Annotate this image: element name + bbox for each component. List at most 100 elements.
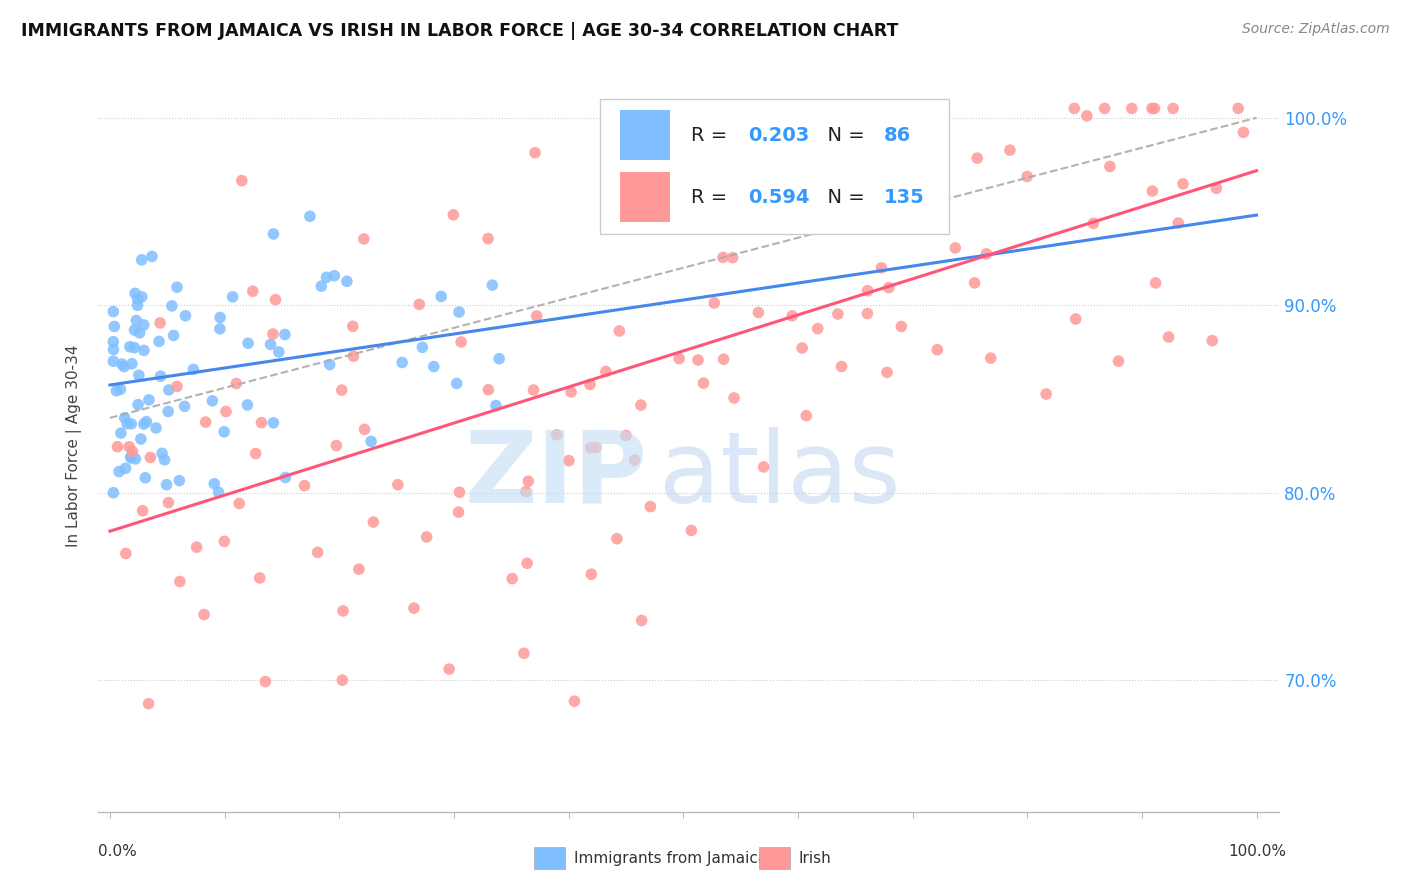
- Point: [1227, 102, 1250, 116]
- Point: [311, 279, 333, 293]
- Point: [114, 461, 136, 475]
- Point: [522, 383, 544, 397]
- Point: [124, 286, 146, 301]
- Point: [501, 572, 523, 586]
- FancyBboxPatch shape: [600, 99, 949, 234]
- Point: [169, 574, 191, 589]
- Point: [131, 252, 153, 267]
- Point: [128, 326, 150, 340]
- Point: [630, 614, 652, 628]
- Point: [294, 478, 316, 492]
- Point: [149, 316, 172, 330]
- Point: [274, 327, 297, 342]
- Point: [132, 318, 155, 332]
- Point: [202, 476, 225, 491]
- Point: [560, 384, 582, 399]
- Point: [976, 247, 998, 261]
- Point: [132, 417, 155, 431]
- Point: [363, 515, 385, 529]
- Point: [831, 359, 853, 374]
- Point: [121, 357, 143, 371]
- Point: [267, 345, 290, 359]
- Point: [325, 438, 347, 452]
- Point: [315, 270, 337, 285]
- Point: [139, 450, 162, 465]
- Text: N =: N =: [815, 126, 865, 145]
- Point: [131, 504, 153, 518]
- Point: [125, 313, 148, 327]
- Point: [323, 268, 346, 283]
- Point: [1161, 102, 1184, 116]
- Point: [274, 470, 297, 484]
- Point: [1017, 169, 1039, 184]
- Point: [446, 376, 468, 391]
- Point: [1143, 102, 1166, 116]
- Point: [477, 231, 499, 245]
- Point: [173, 400, 195, 414]
- Point: [169, 474, 191, 488]
- Text: Immigrants from Jamaica: Immigrants from Jamaica: [574, 851, 766, 865]
- Point: [110, 426, 132, 441]
- Point: [342, 349, 364, 363]
- Point: [221, 290, 243, 304]
- Point: [1063, 102, 1085, 116]
- Point: [1205, 181, 1227, 195]
- Point: [640, 500, 662, 514]
- Point: [786, 102, 808, 116]
- Point: [1157, 330, 1180, 344]
- Point: [630, 398, 652, 412]
- Point: [780, 309, 803, 323]
- Point: [114, 410, 136, 425]
- Point: [595, 365, 617, 379]
- Point: [966, 151, 988, 165]
- Point: [980, 351, 1002, 365]
- Point: [124, 451, 146, 466]
- Point: [107, 440, 129, 454]
- Point: [516, 556, 538, 570]
- Point: [157, 383, 180, 397]
- Point: [915, 102, 938, 116]
- Text: Irish: Irish: [799, 851, 831, 865]
- Point: [124, 323, 146, 337]
- Point: [564, 694, 586, 708]
- Point: [824, 150, 846, 164]
- Point: [411, 340, 433, 354]
- Point: [686, 353, 709, 368]
- Point: [194, 415, 217, 429]
- Text: 135: 135: [884, 188, 925, 207]
- Text: R =: R =: [692, 188, 734, 207]
- Point: [711, 251, 734, 265]
- Point: [614, 428, 637, 442]
- Point: [105, 384, 128, 398]
- Point: [1171, 177, 1194, 191]
- Point: [134, 471, 156, 485]
- Point: [120, 417, 142, 431]
- Point: [1232, 125, 1254, 139]
- Point: [112, 359, 135, 374]
- Text: 0.203: 0.203: [748, 126, 810, 145]
- Point: [298, 209, 321, 223]
- Point: [437, 662, 460, 676]
- Point: [856, 306, 879, 320]
- Point: [877, 141, 900, 155]
- Text: 86: 86: [884, 126, 911, 145]
- Point: [449, 485, 471, 500]
- Point: [149, 369, 172, 384]
- Point: [231, 173, 253, 187]
- Point: [127, 298, 149, 312]
- Point: [118, 340, 141, 354]
- Point: [103, 334, 125, 349]
- Point: [120, 450, 142, 464]
- Point: [259, 337, 281, 351]
- Point: [128, 368, 150, 383]
- Point: [1167, 216, 1189, 230]
- Point: [103, 304, 125, 318]
- Point: [212, 425, 235, 439]
- Point: [513, 646, 536, 660]
- Point: [103, 343, 125, 357]
- Point: [606, 532, 628, 546]
- Point: [166, 280, 188, 294]
- Point: [250, 416, 273, 430]
- Point: [132, 343, 155, 358]
- Point: [689, 106, 711, 120]
